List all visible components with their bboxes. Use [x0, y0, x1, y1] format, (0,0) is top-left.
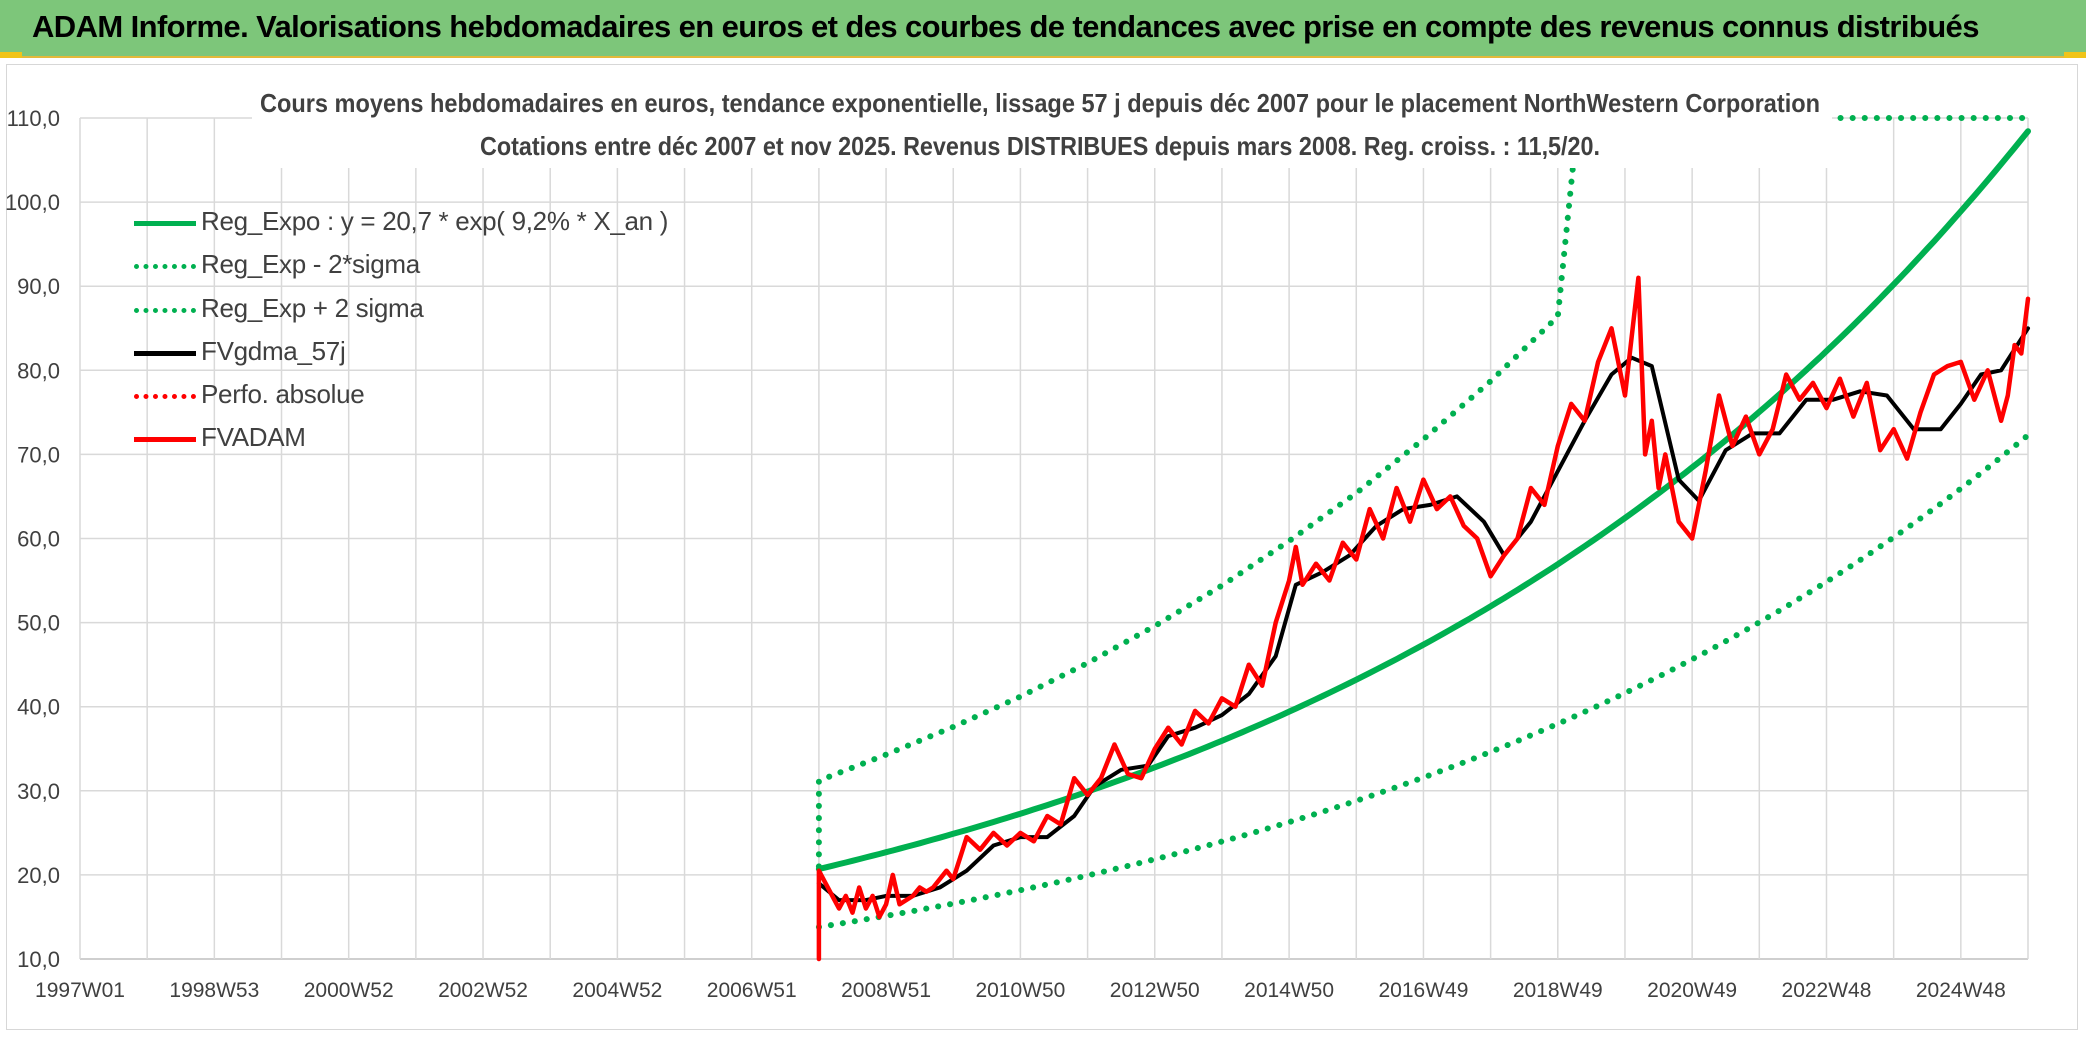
header-corner-right [2064, 52, 2086, 58]
chart-series [815, 115, 2031, 962]
legend-label: Perfo. absolue [201, 379, 365, 410]
series-line-3 [816, 326, 2030, 903]
y-tick-label: 60,0 [17, 527, 60, 552]
legend-swatch [134, 264, 196, 270]
legend-label: FVADAM [201, 422, 306, 453]
x-tick-label: 2000W52 [304, 979, 394, 1002]
y-tick-label: 20,0 [17, 863, 60, 888]
header-corner-left [0, 52, 22, 58]
legend-swatch [134, 394, 196, 400]
y-tick-label: 30,0 [17, 779, 60, 804]
report-header: ADAM Informe. Valorisations hebdomadaire… [0, 0, 2086, 58]
legend-label: Reg_Exp + 2 sigma [201, 292, 424, 323]
y-tick-label: 90,0 [17, 274, 60, 299]
series-line-2 [815, 115, 2031, 870]
x-tick-label: 2012W50 [1110, 979, 1200, 1002]
x-tick-label: 2010W50 [975, 979, 1065, 1002]
y-tick-label: 10,0 [17, 947, 60, 972]
chart-title: Cours moyens hebdomadaires en euros, ten… [260, 88, 1820, 118]
legend-label: Reg_Expo : y = 20,7 * exp( 9,2% * X_an ) [201, 206, 669, 236]
report-title: ADAM Informe. Valorisations hebdomadaire… [32, 9, 1979, 44]
series-line-5 [816, 275, 2031, 962]
legend-swatch [134, 221, 196, 226]
y-tick-label: 80,0 [17, 358, 60, 383]
legend-swatch [134, 307, 196, 313]
chart-frame [6, 64, 2078, 1030]
x-tick-label: 2024W48 [1916, 979, 2006, 1002]
x-tick-label: 1997W01 [35, 979, 125, 1002]
chart-titles: Cours moyens hebdomadaires en euros, ten… [252, 82, 1832, 168]
x-tick-label: 2018W49 [1513, 979, 1603, 1002]
x-tick-label: 2022W48 [1782, 979, 1872, 1002]
legend-label: Reg_Exp - 2*sigma [201, 249, 420, 280]
chart-subtitle: Cotations entre déc 2007 et nov 2025. Re… [480, 131, 1600, 161]
x-tick-label: 2004W52 [572, 979, 662, 1002]
chart-title-background [252, 82, 1832, 168]
series-line-1 [815, 432, 2031, 930]
chart-axis-labels: 10,0 20,0 30,0 40,0 50,0 60,0 70,0 80,0 90,0 100,… [5, 106, 2006, 1002]
series-line-0 [815, 128, 2031, 872]
y-tick-label: 40,0 [17, 695, 60, 720]
x-tick-label: 2002W52 [438, 979, 528, 1002]
x-tick-label: 2008W51 [841, 979, 931, 1002]
x-tick-label: 1998W53 [169, 979, 259, 1002]
legend-swatch [134, 437, 196, 443]
y-tick-label: 110,0 [7, 106, 60, 131]
x-tick-label: 2006W51 [707, 979, 797, 1002]
y-tick-label: 100,0 [5, 190, 60, 215]
x-tick-label: 2014W50 [1244, 979, 1334, 1002]
y-tick-label: 70,0 [17, 442, 60, 467]
y-tick-label: 50,0 [17, 611, 60, 636]
x-tick-label: 2016W49 [1378, 979, 1468, 1002]
legend-swatch [134, 350, 196, 356]
x-tick-label: 2020W49 [1647, 979, 1737, 1002]
legend-label: FVgdma_57j [201, 335, 346, 366]
